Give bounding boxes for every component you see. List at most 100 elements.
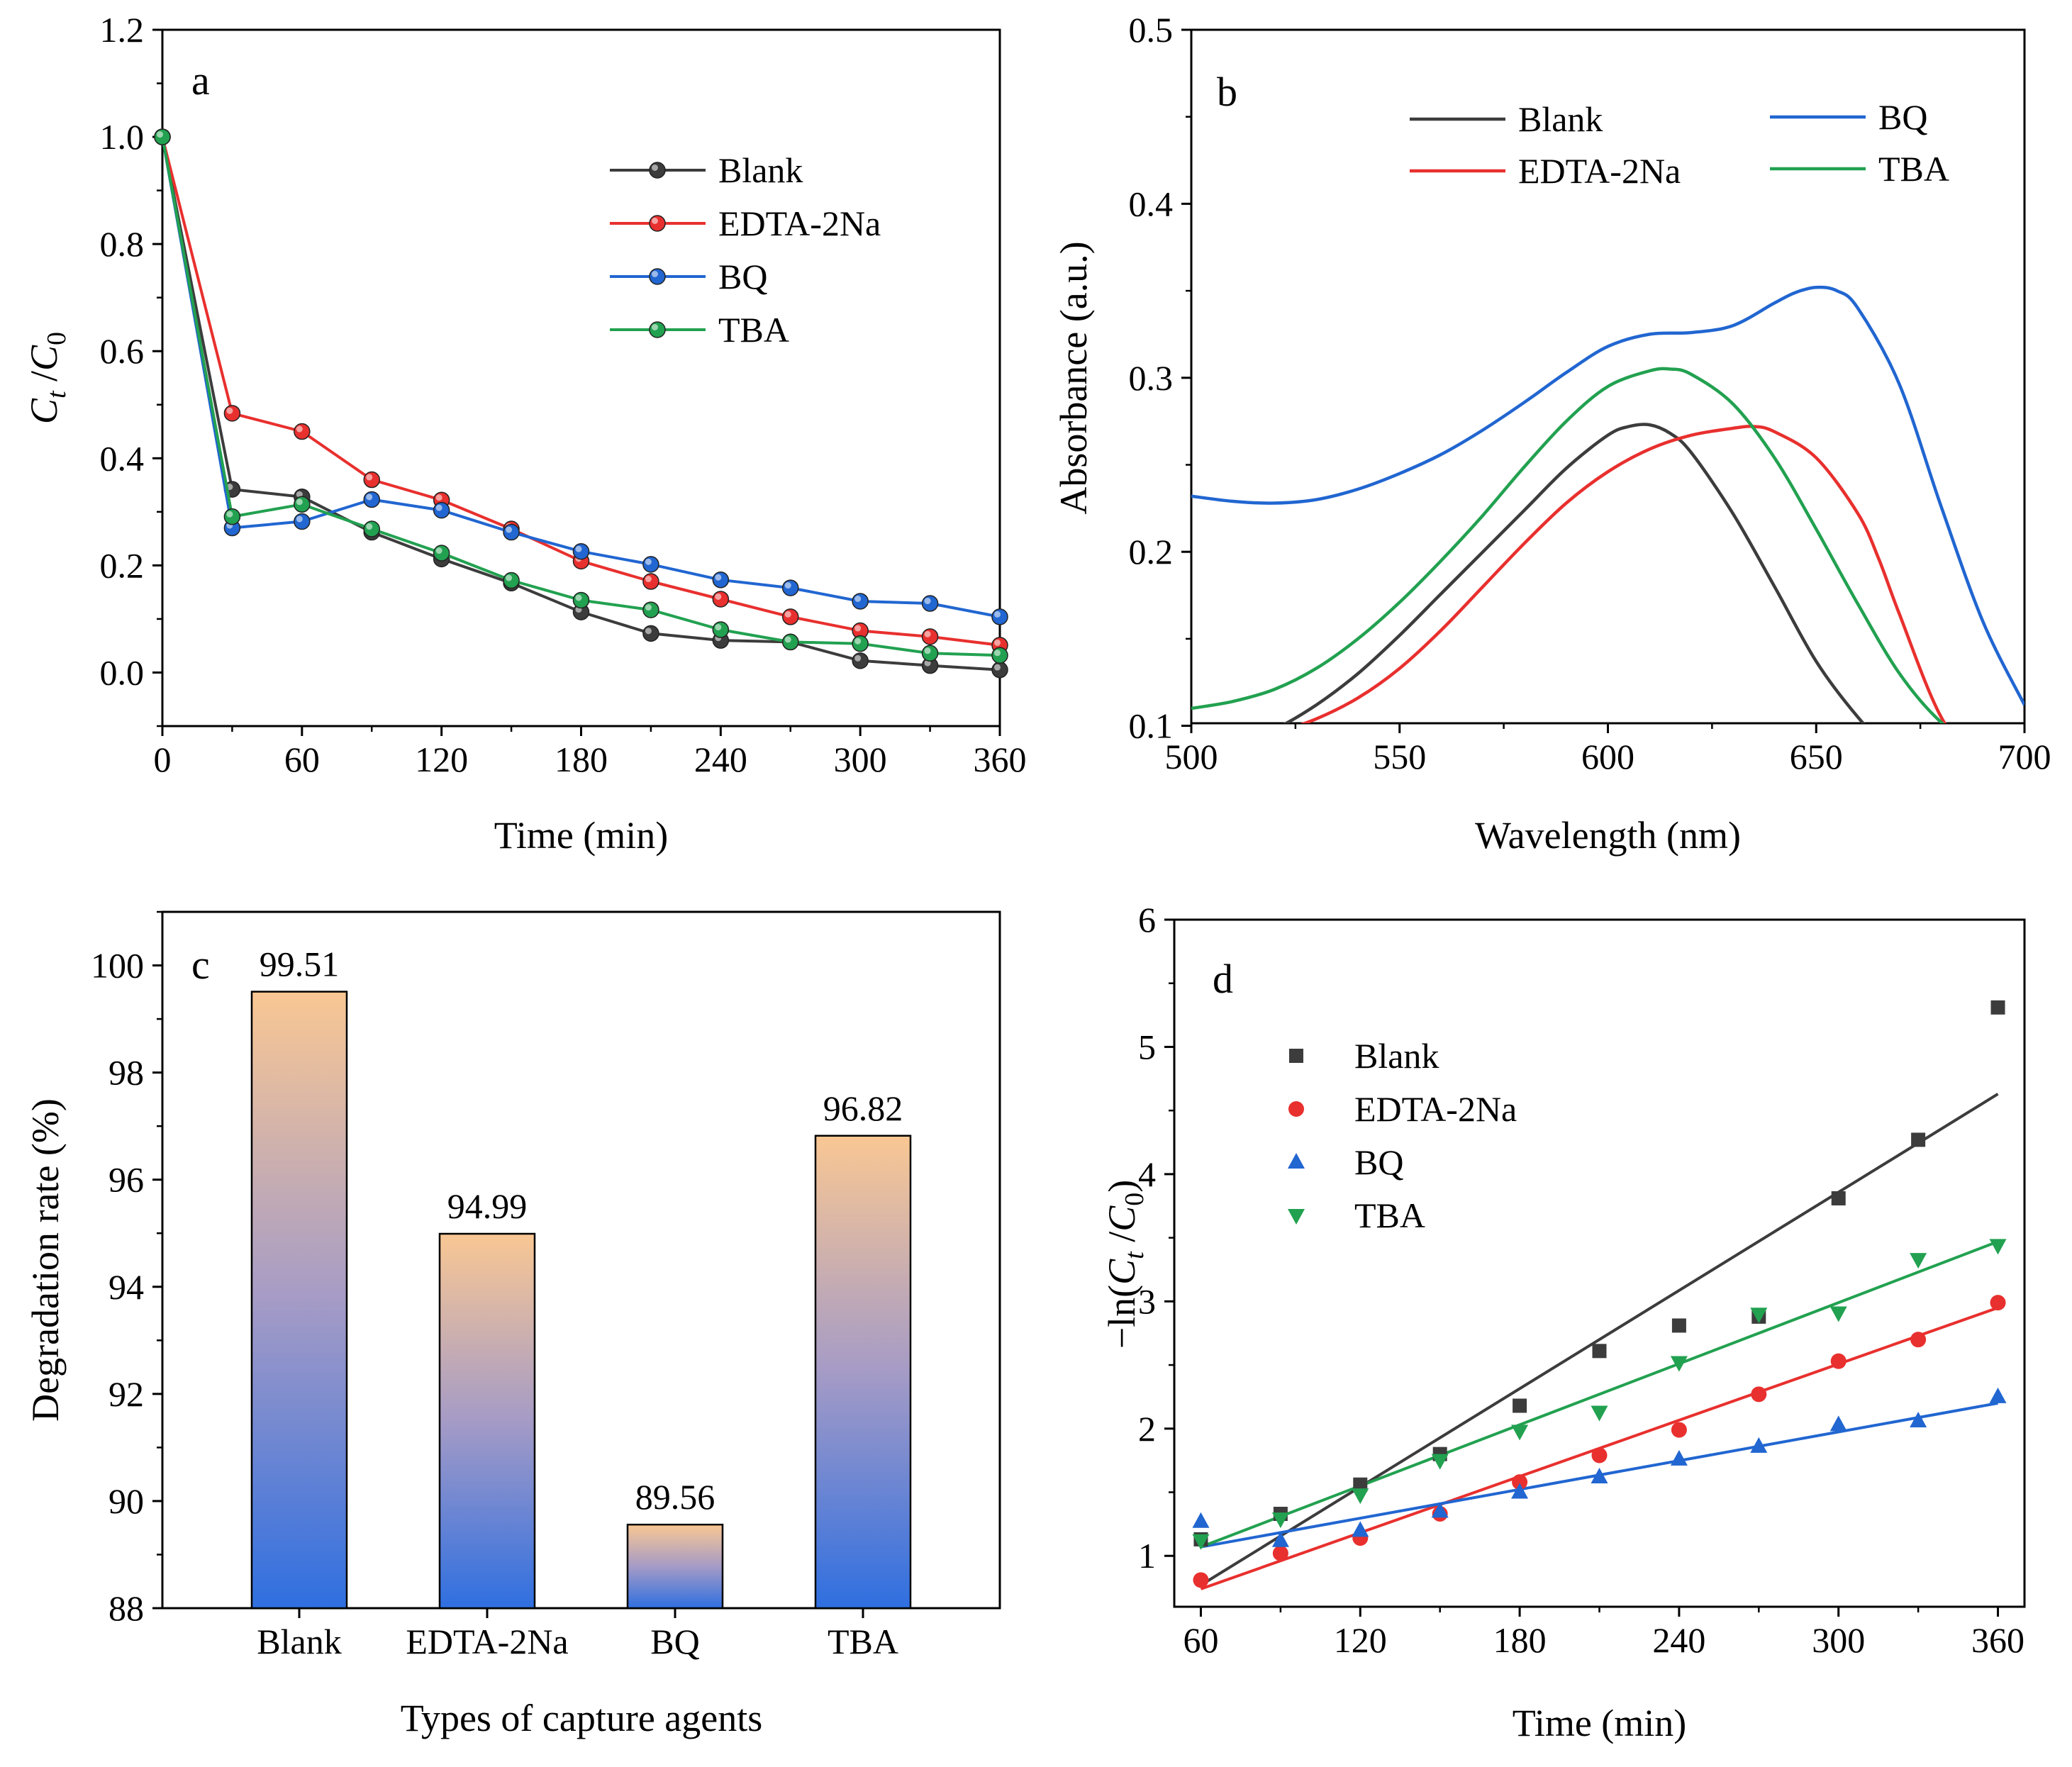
y-axis-label-sub0: 0 bbox=[42, 332, 72, 345]
data-point-bq-highlight bbox=[575, 545, 582, 552]
data-point-bq bbox=[852, 593, 869, 610]
data-point-blank bbox=[642, 625, 659, 642]
y-tick-label: 0.5 bbox=[1129, 10, 1174, 50]
y-axis-label-c: C bbox=[23, 398, 65, 424]
data-point-blank bbox=[991, 661, 1008, 679]
y-tick-label: 0.4 bbox=[1129, 184, 1174, 223]
data-point-tba bbox=[294, 496, 311, 513]
data-point-bq bbox=[1511, 1483, 1529, 1499]
data-point-bq bbox=[1910, 1412, 1927, 1428]
data-point-tba-highlight bbox=[715, 624, 722, 631]
data-point-tba-highlight bbox=[924, 647, 931, 654]
x-tick-label: TBA bbox=[828, 1622, 898, 1661]
legend-marker-bq-highlight bbox=[652, 271, 658, 277]
data-point-bq-highlight bbox=[296, 515, 303, 523]
data-point-tba-highlight bbox=[157, 131, 163, 138]
y-tick-label: 1.0 bbox=[100, 117, 145, 157]
data-point-edta-2na bbox=[1671, 1422, 1687, 1438]
x-tick-label: 240 bbox=[694, 740, 747, 779]
x-tick-label: 180 bbox=[1493, 1620, 1547, 1660]
data-point-edta-2na-highlight bbox=[435, 494, 442, 501]
data-point-tba bbox=[503, 572, 520, 589]
data-point-bq bbox=[363, 491, 380, 508]
y-tick-label: 1 bbox=[1138, 1536, 1156, 1576]
data-point-edta-2na bbox=[1830, 1353, 1847, 1369]
data-point-bq bbox=[921, 595, 939, 612]
y-tick-label: 3 bbox=[1138, 1281, 1156, 1321]
data-point-bq bbox=[1989, 1387, 2007, 1403]
data-point-tba bbox=[433, 545, 450, 562]
legend-marker-edta-2na bbox=[649, 215, 666, 232]
y-tick-label: 1.2 bbox=[100, 10, 145, 50]
panel-a-chart: 0 60 120 180 240 300 360 0.0 0.2 0.4 0.6 0.8 1.0 1.2 B… bbox=[23, 10, 1027, 857]
data-point-edta-2na bbox=[294, 423, 311, 440]
spectrum-line-bq bbox=[1191, 285, 2024, 706]
data-point-bq bbox=[1431, 1502, 1449, 1518]
y-tick-label: 100 bbox=[91, 946, 144, 986]
data-point-tba bbox=[921, 645, 939, 662]
y-tick-label: 88 bbox=[108, 1588, 144, 1628]
data-point-bq-highlight bbox=[366, 494, 373, 501]
data-point-tba bbox=[1829, 1306, 1847, 1322]
data-point-bq bbox=[1750, 1437, 1768, 1453]
x-tick-label: 300 bbox=[1812, 1620, 1865, 1660]
fit-line-tba bbox=[1200, 1240, 1999, 1549]
bar-tba bbox=[814, 1135, 912, 1610]
y-axis-label: −ln(Ct /C0) bbox=[1101, 1180, 1149, 1349]
data-point-edta-2na bbox=[1910, 1332, 1927, 1348]
x-axis-label: Time (min) bbox=[1513, 1702, 1687, 1744]
data-point-bq bbox=[433, 501, 450, 519]
data-point-edta-2na bbox=[712, 591, 730, 608]
panel-a-frame bbox=[161, 28, 1001, 728]
bar-value-label: 89.56 bbox=[635, 1477, 715, 1517]
spectrum-line-tba bbox=[1191, 367, 1945, 723]
data-point-edta-2na-highlight bbox=[226, 407, 233, 414]
data-point-bq bbox=[991, 608, 1008, 625]
data-point-bq-highlight bbox=[854, 595, 862, 602]
legend-label: EDTA-2Na bbox=[1518, 151, 1681, 191]
data-point-tba-highlight bbox=[506, 574, 513, 581]
bar-value-label: 94.99 bbox=[447, 1186, 528, 1226]
panel-b-chart: 500 550 600 650 700 0.1 0.2 0.3 0.4 0.5 Blank EDTA-… bbox=[1052, 10, 2051, 857]
x-tick-label: 500 bbox=[1165, 737, 1218, 776]
legend-label: TBA bbox=[1354, 1195, 1425, 1235]
legend-label: EDTA-2Na bbox=[718, 204, 881, 243]
legend-marker-tba bbox=[1288, 1209, 1305, 1225]
x-axis-label: Wavelength (nm) bbox=[1475, 814, 1741, 857]
data-point-bq bbox=[572, 542, 590, 560]
x-tick-label: 360 bbox=[974, 740, 1027, 779]
data-point-edta-2na-highlight bbox=[994, 639, 1001, 646]
y-tick-label: 90 bbox=[108, 1481, 144, 1521]
bar-edta-2na bbox=[438, 1232, 536, 1610]
y-tick-label: 5 bbox=[1138, 1027, 1156, 1066]
data-point-bq-highlight bbox=[435, 504, 442, 511]
y-tick-label: 0.1 bbox=[1129, 706, 1174, 746]
x-tick-label: 650 bbox=[1790, 737, 1843, 776]
data-point-edta-2na bbox=[642, 573, 659, 590]
data-point-edta-2na bbox=[363, 471, 380, 489]
y-axis-label-c0: C bbox=[1101, 1205, 1143, 1232]
data-point-edta-2na-highlight bbox=[366, 474, 373, 481]
y-tick-label: 0.2 bbox=[100, 545, 145, 585]
legend-marker-bq bbox=[1288, 1153, 1305, 1169]
x-tick-label: EDTA-2Na bbox=[406, 1622, 568, 1661]
data-point-bq bbox=[642, 556, 659, 573]
x-axis-label: Types of capture agents bbox=[401, 1697, 763, 1739]
legend-label: EDTA-2Na bbox=[1354, 1089, 1517, 1129]
x-axis-label: Time (min) bbox=[494, 814, 669, 857]
data-point-blank bbox=[1671, 1318, 1686, 1333]
legend-label: BQ bbox=[1354, 1142, 1403, 1182]
data-point-edta-2na bbox=[1512, 1474, 1528, 1490]
y-axis-label-prefix: −ln( bbox=[1101, 1285, 1143, 1349]
data-point-bq bbox=[1829, 1415, 1847, 1432]
bar-value-label: 99.51 bbox=[260, 944, 340, 984]
data-point-tba-highlight bbox=[366, 523, 373, 530]
data-point-tba bbox=[572, 591, 590, 609]
data-point-tba-highlight bbox=[994, 650, 1001, 657]
legend-marker-blank bbox=[1289, 1049, 1303, 1063]
data-point-edta-2na-highlight bbox=[715, 593, 722, 600]
y-axis-label: Ct /C0 bbox=[23, 332, 72, 424]
y-tick-label: 92 bbox=[108, 1374, 144, 1414]
data-point-bq-highlight bbox=[506, 526, 513, 533]
data-point-edta-2na bbox=[1751, 1386, 1767, 1403]
